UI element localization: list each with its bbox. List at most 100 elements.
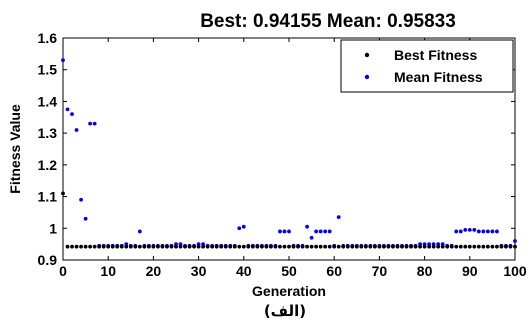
best-fitness-point [79,244,83,249]
x-tick-label: 30 [191,263,207,279]
x-tick-label: 70 [372,263,388,279]
best-fitness-point [305,244,309,249]
best-fitness-point [422,244,427,249]
best-fitness-point [88,244,93,249]
best-fitness-point [133,244,138,249]
best-fitness-point [485,244,490,249]
best-fitness-point [427,244,432,249]
best-fitness-point [142,244,147,249]
best-fitness-point [124,244,129,249]
best-fitness-point [219,244,224,249]
best-fitness-point [296,244,300,249]
best-fitness-point [128,244,133,249]
x-tick-label: 90 [462,263,478,279]
best-fitness-point [341,244,346,249]
data-points [61,58,517,249]
legend-label-best: Best Fitness [394,47,477,63]
mean-fitness-point [463,227,468,232]
best-fitness-point [454,244,459,249]
mean-fitness-point [83,216,88,221]
x-tick-label: 40 [236,263,252,279]
best-fitness-point [336,244,341,249]
best-fitness-point [160,244,165,249]
best-fitness-point [269,244,273,249]
best-fitness-point [386,244,391,249]
best-fitness-point [314,244,319,249]
x-tick-label: 10 [100,263,116,279]
y-axis-ticks: 0.9 1 1.1 1.2 1.3 1.4 1.5 1.6 [38,30,515,268]
best-fitness-point [232,244,237,249]
best-fitness-point [467,244,472,249]
mean-fitness-point [458,229,463,234]
x-tick-label: 60 [326,263,342,279]
y-tick-label: 1.1 [38,189,58,205]
best-fitness-point [327,244,332,249]
best-fitness-point [61,191,65,196]
best-fitness-point [273,244,278,249]
best-fitness-point [187,244,192,249]
best-fitness-point [115,244,120,249]
mean-fitness-point [467,227,472,232]
legend-label-mean: Mean Fitness [394,69,483,85]
legend-marker-mean [364,74,370,80]
best-fitness-point [178,244,183,249]
mean-fitness-point [305,224,309,229]
y-tick-label: 1.4 [38,93,58,109]
best-fitness-point [345,244,350,249]
best-fitness-point [92,244,97,249]
best-fitness-point [259,244,264,249]
mean-fitness-point [74,128,79,132]
best-fitness-point [368,244,373,249]
best-fitness-point [228,244,233,249]
best-fitness-point [377,244,382,249]
mean-fitness-point [336,215,341,220]
mean-fitness-point [476,229,481,234]
best-fitness-point [513,244,517,249]
best-fitness-point [436,244,441,249]
best-fitness-point [165,244,169,249]
best-fitness-point [241,244,246,249]
mean-fitness-point [314,229,319,234]
best-fitness-point [490,244,495,249]
best-fitness-point [196,244,201,249]
x-tick-label: 50 [281,263,297,279]
best-fitness-point [495,244,499,249]
best-fitness-point [382,244,386,249]
best-fitness-point [183,244,187,249]
best-fitness-point [354,244,359,249]
best-fitness-point [169,244,174,249]
mean-fitness-point [485,229,490,234]
best-fitness-point [210,244,215,249]
best-fitness-point [391,244,395,249]
legend-marker-best [364,52,370,58]
best-fitness-point [287,244,291,249]
y-tick-label: 0.9 [38,252,58,268]
y-tick-label: 1.3 [38,125,58,141]
best-fitness-point [372,244,377,249]
best-fitness-point [400,244,404,249]
best-fitness-point [445,244,450,249]
best-fitness-point [156,244,160,249]
y-tick-label: 1.2 [38,157,58,173]
x-tick-label: 0 [59,263,67,279]
y-tick-label: 1.5 [38,62,58,78]
best-fitness-point [449,244,454,249]
best-fitness-point [74,244,79,249]
mean-fitness-point [323,229,328,234]
legend-box [340,39,514,93]
best-fitness-point [205,244,210,249]
best-fitness-point [110,244,115,249]
best-fitness-point [65,244,70,249]
x-tick-label: 20 [146,263,162,279]
legend: Best Fitness Mean Fitness [340,39,514,93]
mean-fitness-point [70,112,74,117]
best-fitness-point [223,244,228,249]
best-fitness-point [282,244,287,249]
best-fitness-point [201,244,206,249]
best-fitness-point [350,244,355,249]
best-fitness-point [363,244,368,249]
x-axis-ticks: 0 10 20 30 40 50 60 70 80 90 100 [59,38,527,279]
best-fitness-point [332,244,337,249]
best-fitness-point [192,244,196,249]
best-fitness-point [458,244,463,249]
